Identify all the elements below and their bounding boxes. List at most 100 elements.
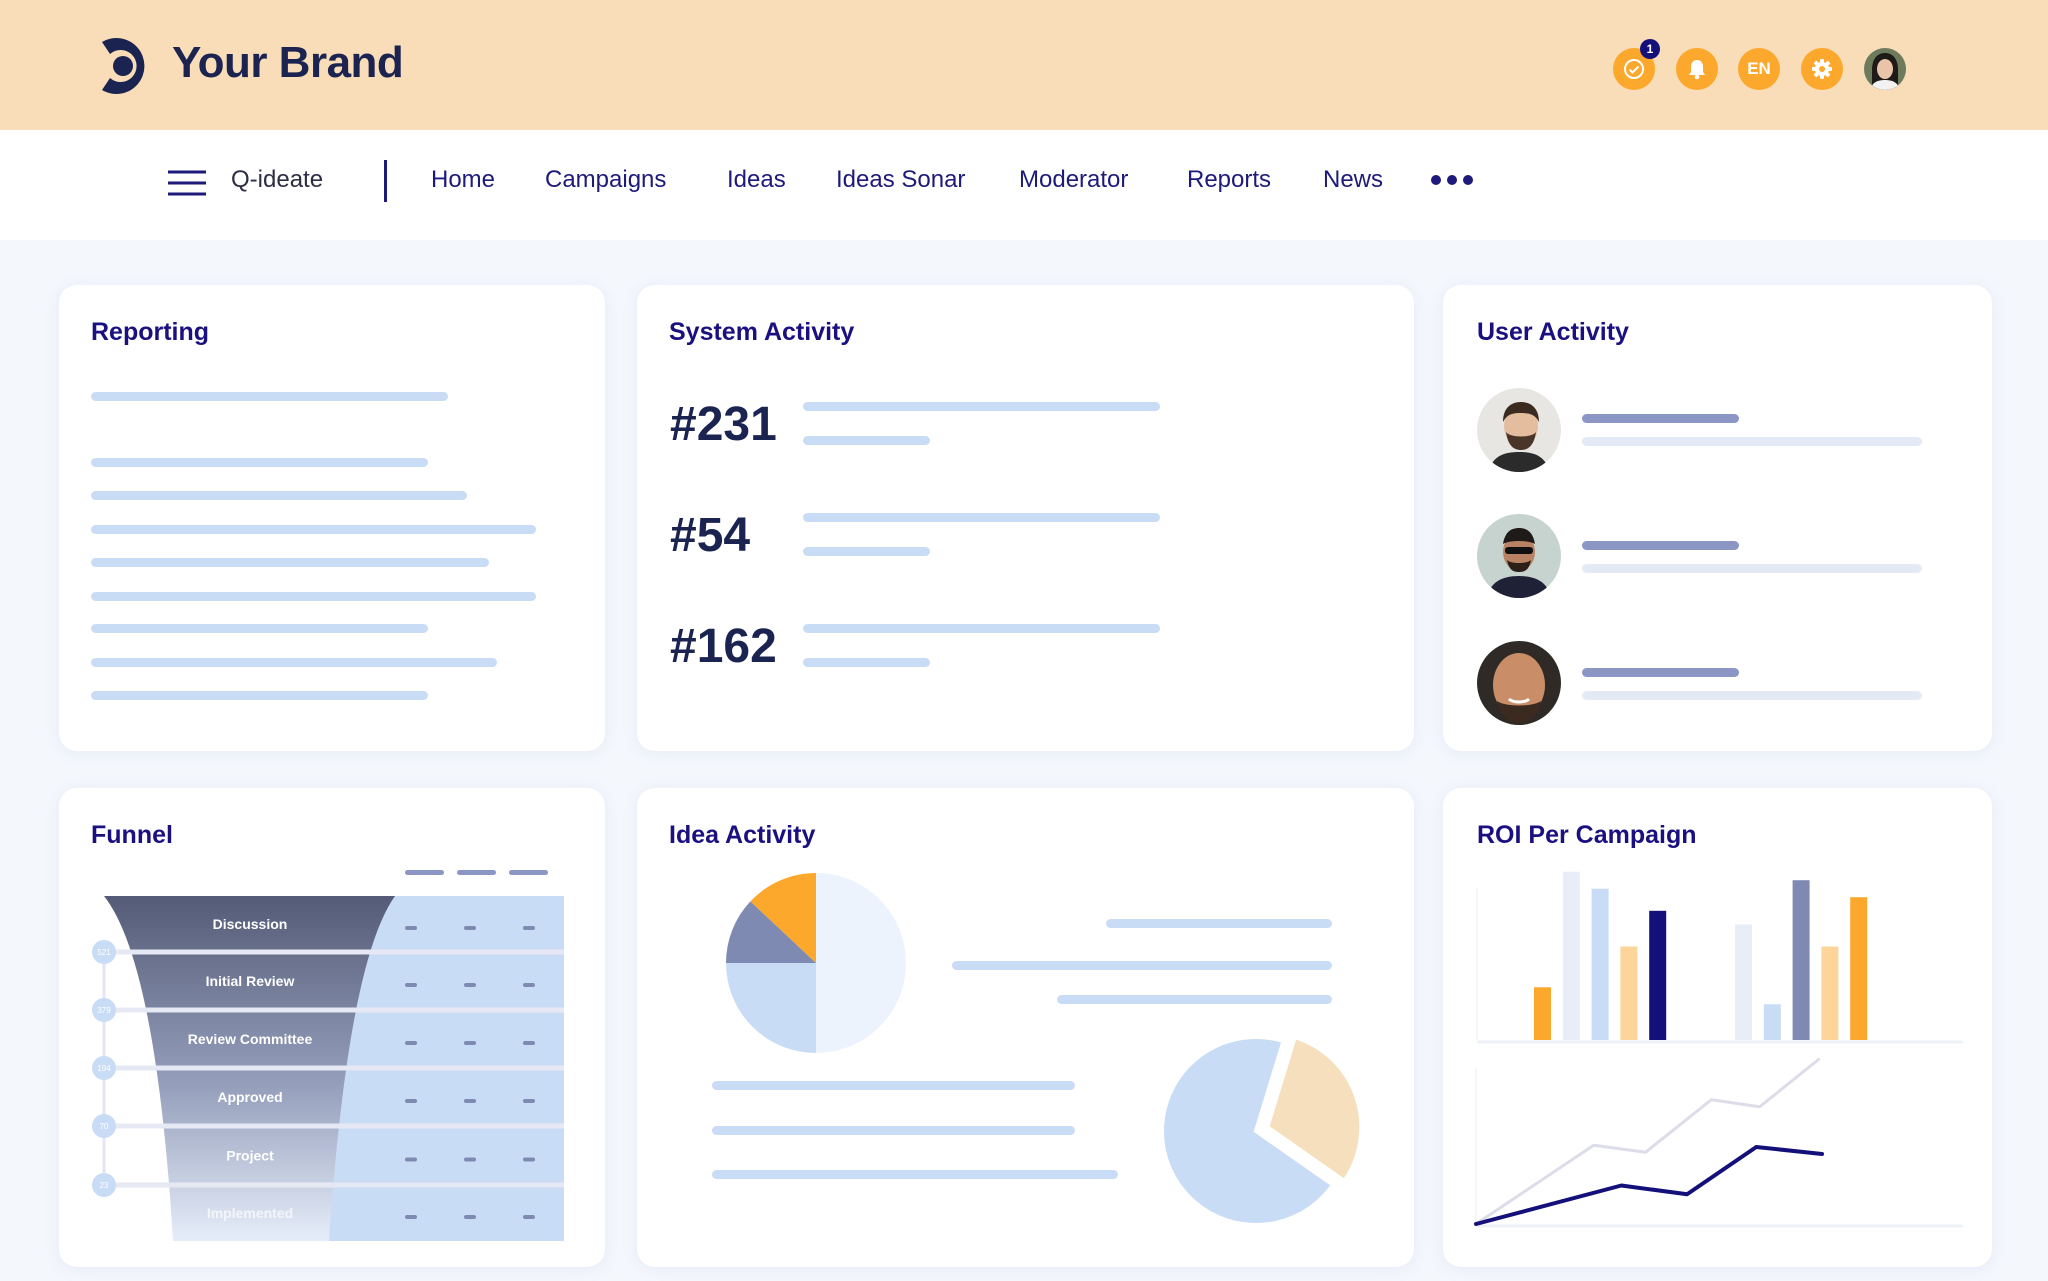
main-nav: Q-ideate xyxy=(0,130,2048,240)
brand-name[interactable]: Your Brand xyxy=(172,38,404,87)
placeholder-line xyxy=(1057,995,1332,1004)
language-button[interactable]: EN xyxy=(1738,48,1780,90)
reporting-card: Reporting xyxy=(59,285,605,751)
funnel-cell-dash xyxy=(464,926,476,930)
funnel-count-marker xyxy=(92,1173,116,1197)
pie-slice xyxy=(1265,1034,1364,1184)
hamburger-menu-icon[interactable] xyxy=(168,170,206,196)
pie-slice xyxy=(726,963,816,1053)
user-avatar[interactable] xyxy=(1477,388,1561,472)
bar xyxy=(1562,871,1580,1040)
funnel-stage-label: Approved xyxy=(217,1089,282,1105)
pie-slice xyxy=(750,873,816,963)
funnel-cell-dash xyxy=(405,926,417,930)
card-title: User Activity xyxy=(1477,318,1629,346)
user-avatar[interactable] xyxy=(1477,514,1561,598)
settings-button[interactable] xyxy=(1801,48,1843,90)
placeholder-line xyxy=(803,547,930,556)
bar xyxy=(1534,987,1551,1040)
user-avatar[interactable] xyxy=(1864,48,1906,90)
placeholder-line xyxy=(1582,414,1739,423)
funnel-cell-dash xyxy=(464,1215,476,1219)
bar xyxy=(1735,924,1752,1040)
funnel-cell-dash xyxy=(405,983,417,987)
funnel-count-marker xyxy=(92,1056,116,1080)
app-name: Q-ideate xyxy=(231,166,324,193)
bell-icon xyxy=(1689,60,1705,80)
funnel-cell-dash xyxy=(523,1215,535,1219)
card-title: ROI Per Campaign xyxy=(1477,821,1697,849)
column-header-placeholder xyxy=(405,870,444,875)
card-title: Funnel xyxy=(91,821,173,849)
nav-news[interactable]: News xyxy=(1323,166,1384,193)
funnel-stage-label: Review Committee xyxy=(188,1031,313,1047)
placeholder-line xyxy=(803,402,1160,411)
column-header-placeholder xyxy=(457,870,496,875)
funnel-cell-dash xyxy=(405,1099,417,1103)
placeholder-line xyxy=(1106,919,1332,928)
placeholder-line xyxy=(91,392,448,401)
nav-reports[interactable]: Reports xyxy=(1187,166,1272,193)
funnel-stage-label: Implemented xyxy=(207,1205,293,1221)
funnel-count-marker xyxy=(92,1114,116,1138)
placeholder-line xyxy=(803,513,1160,522)
funnel-card: Funnel Discussion Initial Review Review Co… xyxy=(59,788,605,1267)
gear-icon xyxy=(1812,59,1832,79)
funnel-cell-dash xyxy=(405,1157,417,1162)
notifications-button[interactable] xyxy=(1676,48,1718,90)
pie-group xyxy=(1160,1034,1364,1227)
nav-campaigns[interactable]: Campaigns xyxy=(545,166,667,193)
funnel-count-marker xyxy=(92,940,116,964)
funnel-cell-dash xyxy=(523,1099,535,1103)
column-header-placeholder xyxy=(509,870,548,875)
placeholder-line xyxy=(803,624,1160,633)
funnel-chart: Discussion Initial Review Review Committee… xyxy=(92,896,564,1241)
placeholder-line xyxy=(91,624,428,633)
placeholder-line xyxy=(91,658,497,667)
placeholder-line xyxy=(91,491,467,500)
line-series xyxy=(1474,1145,1824,1226)
funnel-cell-dash xyxy=(523,1041,535,1045)
line-series xyxy=(1474,1058,1821,1226)
funnel-cell-dash xyxy=(523,926,535,930)
placeholder-line xyxy=(91,458,428,467)
pie-slice xyxy=(1160,1035,1336,1227)
user-avatar[interactable] xyxy=(1477,641,1561,725)
funnel-count-marker xyxy=(92,998,116,1022)
brand-logo-icon xyxy=(102,38,145,94)
activity-count: #54 xyxy=(670,509,751,562)
placeholder-line xyxy=(1582,541,1739,550)
idea-activity-card: Idea Activity xyxy=(637,788,1414,1267)
notification-badge: 1 xyxy=(1640,39,1660,59)
placeholder-line xyxy=(91,691,428,700)
nav-ideas[interactable]: Ideas xyxy=(727,166,786,193)
placeholder-line xyxy=(1582,691,1922,700)
bar xyxy=(1850,897,1868,1040)
placeholder-line xyxy=(712,1081,1075,1090)
bar xyxy=(1763,1004,1781,1040)
pie-slice xyxy=(726,901,816,963)
funnel-cell-dash xyxy=(405,1215,417,1219)
funnel-stage-label: Discussion xyxy=(213,916,288,932)
activity-count: #162 xyxy=(670,620,777,673)
idea-pie-charts xyxy=(726,873,1364,1227)
top-header: Your Brand 1 EN xyxy=(0,0,2048,130)
roi-card: ROI Per Campaign xyxy=(1443,788,1992,1267)
card-title: System Activity xyxy=(669,318,855,346)
placeholder-line xyxy=(91,525,536,534)
check-circle-icon xyxy=(1624,59,1644,79)
placeholder-line xyxy=(1582,564,1922,573)
nav-ideas-sonar[interactable]: Ideas Sonar xyxy=(836,166,966,193)
placeholder-line xyxy=(91,558,489,567)
ellipsis-icon[interactable] xyxy=(1430,174,1474,186)
funnel-cell-dash xyxy=(464,983,476,987)
placeholder-line xyxy=(91,592,536,601)
funnel-cell-dash xyxy=(523,1157,535,1162)
placeholder-line xyxy=(712,1126,1075,1135)
activity-count: #231 xyxy=(670,398,777,451)
nav-home[interactable]: Home xyxy=(431,166,496,193)
nav-moderator[interactable]: Moderator xyxy=(1019,166,1129,193)
funnel-count-label: 23 xyxy=(100,1181,109,1190)
bar xyxy=(1591,888,1609,1040)
funnel-count-label: 70 xyxy=(100,1122,109,1131)
